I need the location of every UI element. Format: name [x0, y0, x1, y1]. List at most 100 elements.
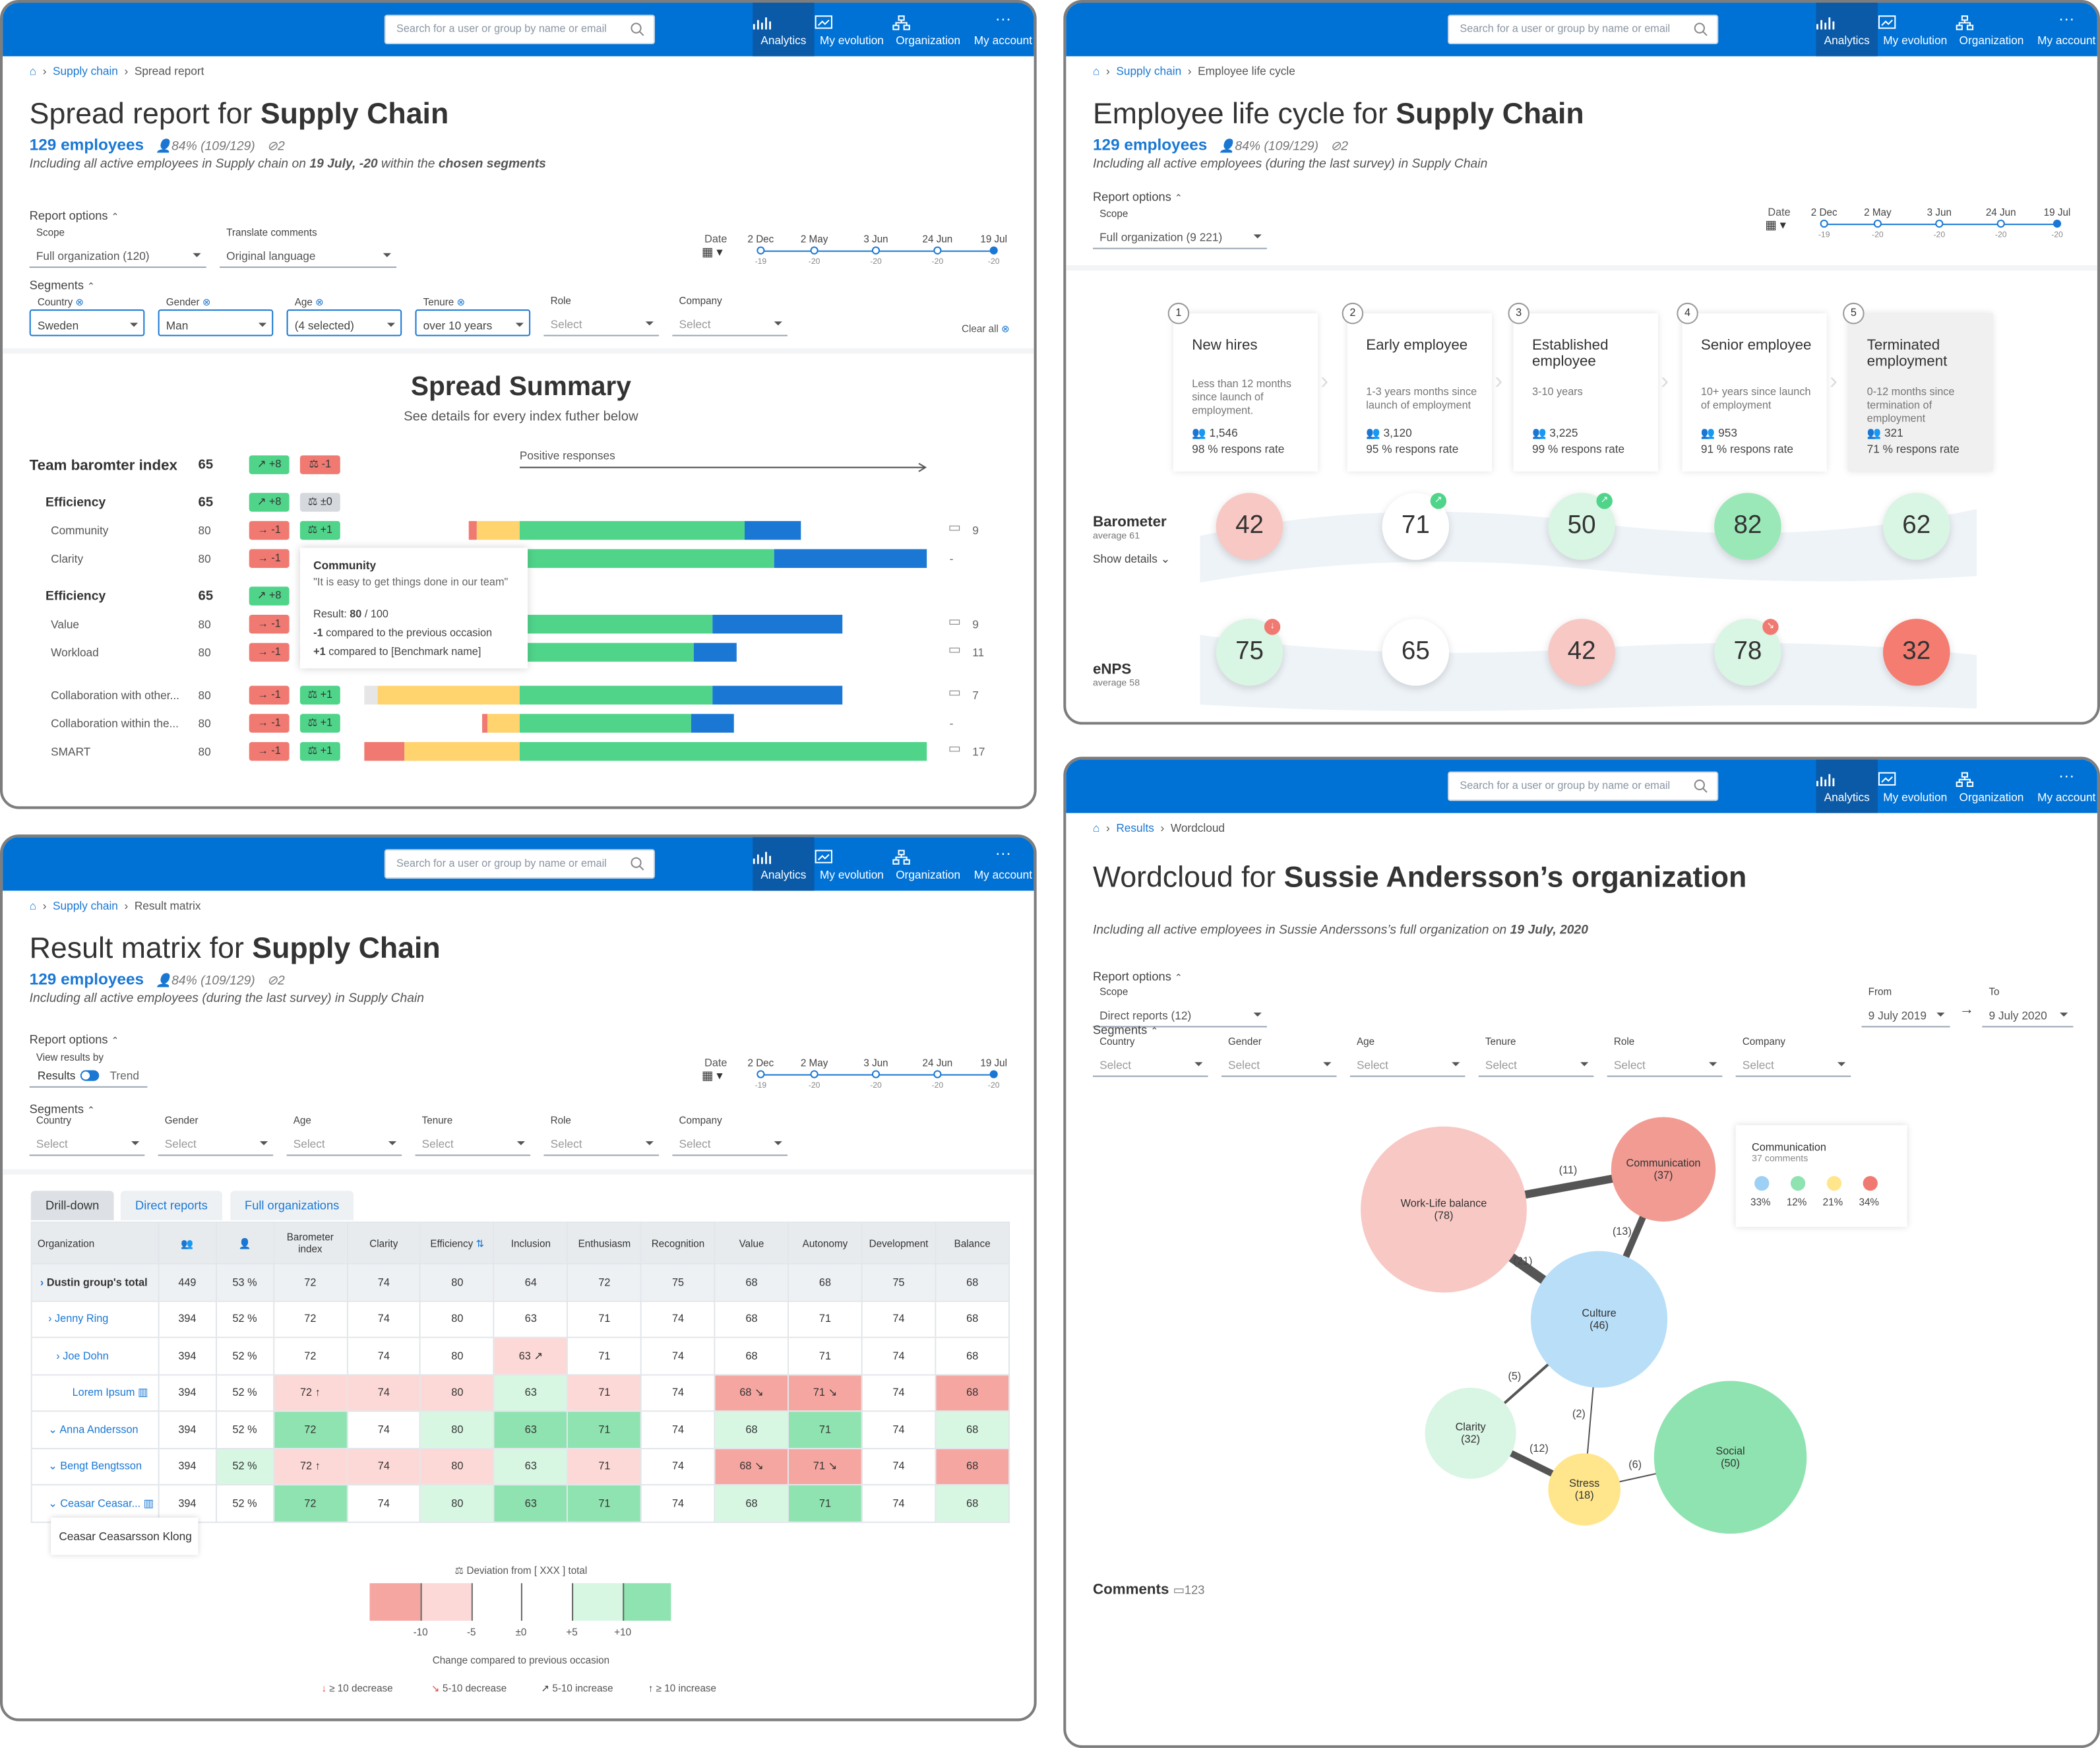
timeline-point[interactable] — [1996, 220, 2005, 228]
breadcrumb-parent[interactable]: Results — [1116, 821, 1154, 835]
score-cell[interactable]: 74 — [640, 1373, 716, 1412]
column-header[interactable]: Barometer index — [272, 1221, 348, 1264]
lifecycle-stage-card[interactable]: New hires Less than 12 months since launc… — [1173, 313, 1318, 472]
nav-my-evolution[interactable]: My evolution — [1878, 3, 1953, 56]
segment-role-select[interactable]: Role Select — [1607, 1036, 1723, 1077]
tab-drill-down[interactable]: Drill-down — [30, 1191, 114, 1220]
score-cell[interactable]: 72 — [567, 1263, 642, 1301]
score-cell[interactable]: 74 — [640, 1447, 716, 1485]
report-options-toggle[interactable]: Report options ⌃ — [1093, 190, 1183, 203]
home-icon[interactable]: ⌂ — [1092, 64, 1100, 78]
segment-gender-select[interactable]: Gender Select — [158, 1114, 274, 1156]
date-timeline[interactable]: 2 Dec -19 2 May -20 3 Jun -20 24 Jun -20 19 Jul -… — [745, 233, 1012, 273]
segment-age-select[interactable]: Age Select — [286, 1114, 402, 1156]
chevron-right-icon[interactable]: › — [56, 1350, 63, 1362]
comment-count[interactable]: 17 — [972, 745, 985, 759]
org-name-cell[interactable]: › Jenny Ring — [30, 1299, 160, 1338]
segment-age-select[interactable]: Age ⊗ (4 selected) — [286, 296, 402, 336]
column-header[interactable]: Value — [714, 1221, 789, 1264]
score-cell[interactable]: 74 — [861, 1373, 937, 1412]
score-cell[interactable]: 68 — [935, 1336, 1010, 1375]
column-header[interactable]: 👥 — [158, 1221, 217, 1264]
score-cell[interactable]: 71 — [567, 1483, 642, 1522]
score-cell[interactable]: 71 ↘ — [788, 1447, 863, 1485]
score-cell[interactable]: 80 — [419, 1447, 495, 1485]
breadcrumb-parent[interactable]: Supply chain — [1116, 64, 1182, 78]
timeline-point[interactable] — [989, 1070, 998, 1078]
score-cell[interactable]: 75 — [861, 1263, 937, 1301]
timeline-point[interactable] — [989, 246, 998, 255]
score-cell[interactable]: 74 — [640, 1299, 716, 1338]
remove-filter-icon[interactable]: ⊗ — [199, 296, 211, 309]
segment-tenure-select[interactable]: Tenure Select — [415, 1114, 531, 1156]
barometer-score[interactable]: 62 — [1883, 493, 1950, 560]
score-cell[interactable]: 80 — [419, 1336, 495, 1375]
column-header[interactable]: Enthusiasm — [567, 1221, 642, 1264]
chevron-right-icon[interactable]: › — [48, 1313, 55, 1325]
nav-analytics[interactable]: Analytics — [1816, 759, 1878, 813]
table-row[interactable]: Lorem Ipsum ▥ 394 52 % 72 ↑ 74 80 63 71 74 68 ↘ 71… — [30, 1373, 1010, 1412]
org-name-cell[interactable]: › Joe Dohn — [30, 1336, 160, 1375]
score-cell[interactable]: 74 — [861, 1410, 937, 1449]
report-options-toggle[interactable]: Report options ⌃ — [1093, 970, 1183, 983]
timeline-point[interactable] — [1873, 220, 1882, 228]
distribution-bar-segment[interactable] — [712, 615, 843, 634]
scope-select[interactable]: Scope Full organization (120) — [29, 226, 206, 268]
employee-count-link[interactable]: 129 employees — [29, 135, 144, 154]
score-cell[interactable]: 71 — [567, 1410, 642, 1449]
lifecycle-stage-card[interactable]: Early employee 1-3 years months since lau… — [1347, 313, 1493, 472]
score-cell[interactable]: 63 — [493, 1299, 569, 1338]
score-cell[interactable]: 71 — [788, 1410, 863, 1449]
segment-gender-select[interactable]: Gender ⊗ Man — [158, 296, 274, 336]
remove-filter-icon[interactable]: ⊗ — [73, 296, 84, 309]
segments-toggle[interactable]: Segments ⌃ — [1093, 1023, 1158, 1036]
enps-score[interactable]: 32 — [1883, 619, 1950, 686]
column-header[interactable]: Development — [861, 1221, 937, 1264]
search-input[interactable]: Search for a user or group by name or em… — [1448, 15, 1719, 45]
score-cell[interactable]: 74 — [640, 1483, 716, 1522]
comment-count[interactable]: - — [949, 551, 954, 565]
nav-analytics[interactable]: Analytics — [1816, 3, 1878, 57]
score-cell[interactable]: 80 — [419, 1263, 495, 1301]
nav-organization[interactable]: Organization — [892, 3, 964, 56]
comment-count[interactable]: 7 — [972, 688, 979, 702]
segment-company-select[interactable]: Company Select — [672, 295, 788, 336]
tab-full-organizations[interactable]: Full organizations — [230, 1191, 354, 1220]
sort-icon[interactable]: ⇅ — [473, 1237, 485, 1249]
score-cell[interactable]: 74 — [861, 1299, 937, 1338]
comment-count[interactable]: 9 — [972, 523, 979, 538]
score-cell[interactable]: 68 — [935, 1483, 1010, 1522]
org-name-cell[interactable]: Lorem Ipsum ▥ — [30, 1373, 160, 1412]
distribution-bar-segment[interactable] — [528, 642, 694, 662]
comment-count[interactable]: - — [949, 716, 954, 730]
score-cell[interactable]: 68 — [935, 1299, 1010, 1338]
topic-bubble-work-life-balance[interactable]: Work-Life balance (78) — [1361, 1126, 1527, 1293]
chart-icon[interactable]: ▥ — [135, 1387, 148, 1399]
score-cell[interactable]: 63 — [493, 1483, 569, 1522]
score-cell[interactable]: 74 — [346, 1263, 421, 1301]
nav-my-evolution[interactable]: My evolution — [815, 3, 890, 56]
score-cell[interactable]: 63 — [493, 1373, 569, 1412]
topic-bubble-social[interactable]: Social (50) — [1653, 1381, 1807, 1534]
column-header[interactable]: Efficiency ⇅ — [419, 1221, 495, 1264]
nav-my-account[interactable]: ··· My account — [2033, 3, 2097, 56]
column-header[interactable]: 👤 — [215, 1221, 274, 1264]
score-cell[interactable]: 80 — [419, 1373, 495, 1412]
score-cell[interactable]: 68 — [714, 1483, 789, 1522]
calendar-button[interactable]: ▦ ▾ — [702, 1069, 723, 1082]
table-row[interactable]: › Dustin group's total 449 53 % 72 74 80 64 72 7… — [30, 1263, 1010, 1301]
distribution-bar-segment[interactable] — [468, 520, 477, 540]
timeline-point[interactable] — [810, 246, 818, 255]
comment-icon[interactable]: ▭ — [948, 520, 961, 536]
score-cell[interactable]: 74 — [346, 1373, 421, 1412]
distribution-bar-segment[interactable] — [519, 520, 745, 540]
breadcrumb-parent[interactable]: Supply chain — [53, 898, 118, 912]
search-input[interactable]: Search for a user or group by name or em… — [384, 849, 655, 879]
score-cell[interactable]: 72 — [272, 1336, 348, 1375]
topic-bubble-culture[interactable]: Culture (46) — [1530, 1251, 1668, 1388]
score-cell[interactable]: 71 — [567, 1299, 642, 1338]
nav-my-evolution[interactable]: My evolution — [1878, 759, 1953, 813]
distribution-bar-segment[interactable] — [693, 642, 737, 662]
distribution-bar-segment[interactable] — [377, 685, 520, 705]
lifecycle-stage-card[interactable]: Senior employee 10+ years since launch of… — [1682, 313, 1827, 472]
